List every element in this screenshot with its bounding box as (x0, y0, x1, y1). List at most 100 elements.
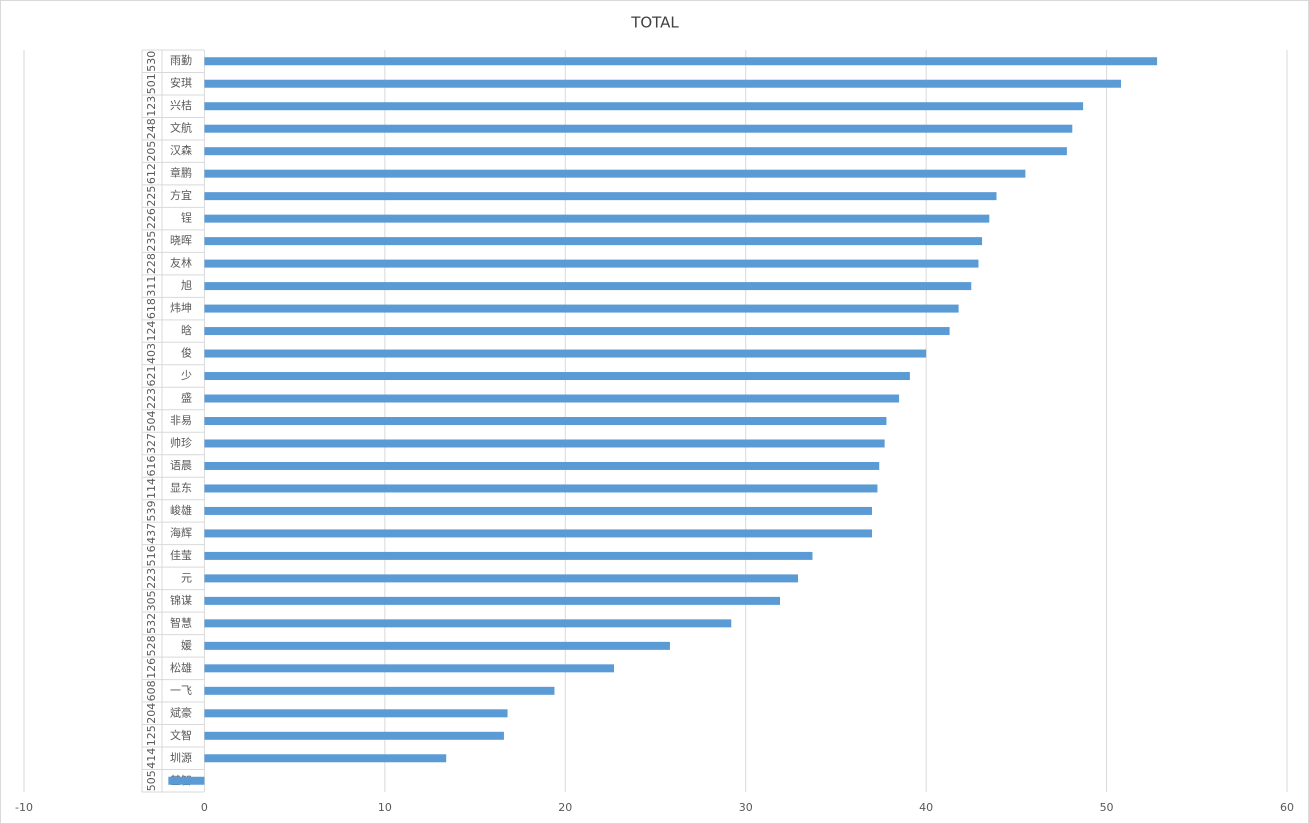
bar (204, 282, 972, 291)
group-label: 608 (145, 680, 158, 701)
group-label: 228 (145, 253, 158, 274)
category-label: 旭 (181, 278, 192, 292)
bar (204, 641, 670, 650)
x-tick-label: 50 (1100, 801, 1114, 814)
group-label: 403 (145, 343, 158, 364)
category-label: 元 (181, 571, 192, 584)
x-tick-label: -10 (15, 801, 33, 814)
group-label: 616 (145, 455, 158, 476)
group-label: 539 (145, 500, 158, 521)
bar (204, 664, 615, 673)
bar (204, 461, 880, 470)
bar (204, 349, 927, 358)
category-label: 兴桔 (170, 98, 192, 112)
category-label: 锃 (181, 211, 192, 225)
group-label: 311 (145, 276, 158, 297)
bar (204, 574, 799, 583)
group-label: 504 (145, 411, 158, 432)
group-label: 532 (145, 613, 158, 634)
category-label: 盛 (181, 391, 192, 405)
bar (204, 394, 900, 403)
category-label: 佳莹 (170, 548, 192, 562)
group-label: 618 (145, 298, 158, 319)
category-label: 一飞 (170, 684, 192, 697)
bar (204, 506, 873, 515)
group-label: 327 (145, 433, 158, 454)
category-label: 章鹏 (170, 166, 192, 180)
bar (204, 102, 1084, 111)
group-label: 505 (145, 770, 158, 791)
bar (204, 596, 780, 605)
bar (204, 327, 950, 336)
bar (204, 551, 813, 560)
bar (204, 259, 979, 268)
group-label: 223 (145, 568, 158, 589)
category-label: 文航 (170, 121, 192, 135)
bar (204, 372, 910, 381)
category-label: 非易 (170, 414, 192, 427)
bar (204, 147, 1067, 156)
category-label: 帅珍 (170, 436, 192, 449)
category-label: 海辉 (170, 525, 192, 539)
bar (204, 417, 887, 425)
x-tick-label: 0 (201, 801, 208, 814)
x-tick-label: 40 (919, 801, 933, 814)
bar (204, 529, 873, 538)
category-label: 峻雄 (170, 503, 192, 517)
x-tick-label: 20 (558, 801, 572, 814)
bar (204, 57, 1158, 66)
bar (204, 214, 990, 223)
group-label: 414 (145, 748, 158, 769)
group-label: 528 (145, 635, 158, 656)
x-tick-label: 60 (1280, 801, 1294, 814)
chart-title: TOTAL (630, 14, 679, 32)
group-label: 235 (145, 231, 158, 252)
category-label: 炜坤 (170, 301, 192, 315)
category-label: 媛 (181, 638, 192, 652)
group-label: 437 (145, 523, 158, 544)
group-label: 204 (145, 703, 158, 724)
category-label: 友林 (170, 256, 192, 270)
bar (204, 79, 1122, 88)
category-label: 锦谋 (170, 593, 192, 607)
bar (168, 776, 205, 785)
category-label: 晓晖 (170, 234, 192, 247)
group-label: 126 (145, 658, 158, 679)
group-label: 223 (145, 388, 158, 409)
x-tick-label: 30 (739, 801, 753, 814)
bar (204, 731, 504, 740)
x-tick-label: 10 (378, 801, 392, 814)
bar (204, 192, 997, 201)
category-label: 少 (181, 369, 192, 382)
bar (204, 169, 1026, 178)
group-label: 305 (145, 590, 158, 611)
category-label: 智慧 (170, 615, 192, 629)
bar (204, 439, 885, 448)
category-label: 松雄 (170, 660, 192, 674)
category-label: 语晨 (170, 459, 192, 472)
bar (204, 304, 959, 313)
category-label: 俊 (181, 346, 192, 360)
group-label: 501 (145, 73, 158, 94)
group-label: 123 (145, 96, 158, 117)
bar (204, 237, 983, 246)
category-label: 雨勤 (170, 54, 192, 67)
category-label: 显东 (170, 481, 192, 494)
category-label: 安琪 (170, 76, 192, 90)
group-label: 125 (145, 725, 158, 746)
group-label: 124 (145, 321, 158, 342)
bar (204, 754, 447, 763)
category-label: 汉森 (170, 143, 192, 157)
category-label: 圳源 (170, 750, 192, 764)
group-label: 226 (145, 208, 158, 229)
group-label: 612 (145, 163, 158, 184)
group-label: 248 (145, 118, 158, 139)
group-label: 621 (145, 366, 158, 387)
bar (204, 124, 1073, 133)
bar (204, 484, 878, 493)
category-label: 方宜 (170, 188, 192, 202)
group-label: 225 (145, 186, 158, 207)
bar (204, 709, 508, 718)
